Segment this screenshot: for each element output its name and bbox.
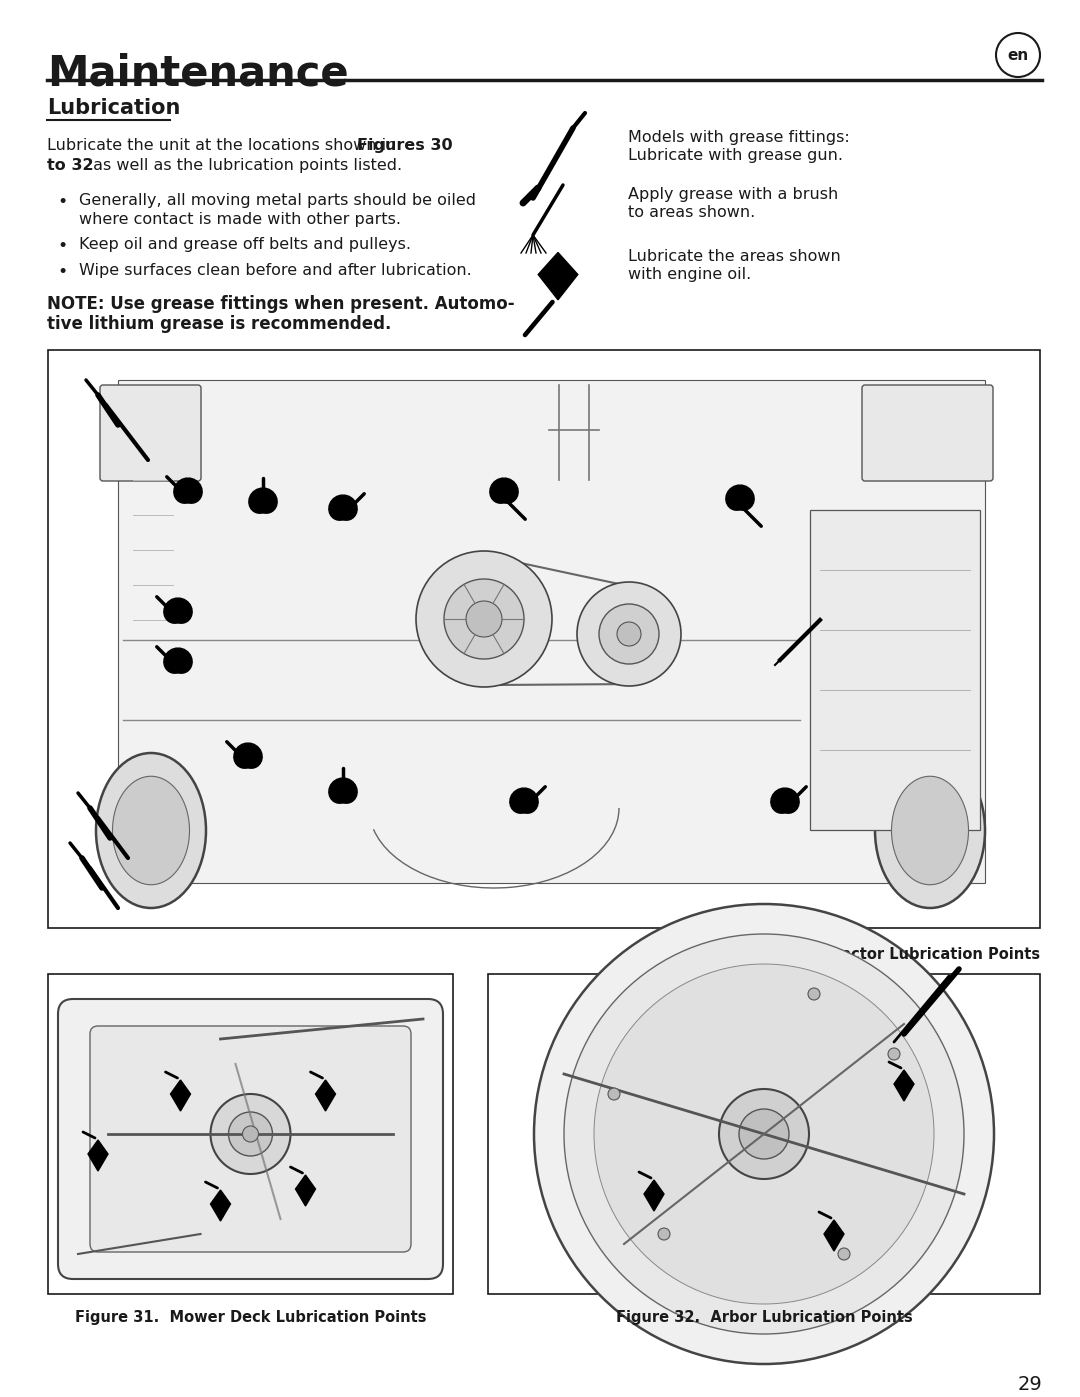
Text: to areas shown.: to areas shown. xyxy=(627,205,755,219)
Circle shape xyxy=(719,1090,809,1179)
Circle shape xyxy=(465,601,502,637)
Polygon shape xyxy=(824,1220,843,1250)
FancyBboxPatch shape xyxy=(100,386,201,481)
Text: Keep oil and grease off belts and pulleys.: Keep oil and grease off belts and pulley… xyxy=(79,237,411,251)
Text: tive lithium grease is recommended.: tive lithium grease is recommended. xyxy=(48,314,391,332)
Text: Wipe surfaces clean before and after lubrication.: Wipe surfaces clean before and after lub… xyxy=(79,263,472,278)
Ellipse shape xyxy=(875,753,985,908)
Circle shape xyxy=(594,964,934,1303)
Bar xyxy=(48,974,453,1294)
Text: Generally, all moving metal parts should be oiled: Generally, all moving metal parts should… xyxy=(79,193,476,208)
Text: where contact is made with other parts.: where contact is made with other parts. xyxy=(79,212,401,226)
Circle shape xyxy=(534,904,994,1363)
Text: Figures 30: Figures 30 xyxy=(357,138,453,154)
Circle shape xyxy=(608,1088,620,1099)
Circle shape xyxy=(739,1109,789,1160)
Circle shape xyxy=(599,604,659,664)
Bar xyxy=(118,380,985,883)
FancyBboxPatch shape xyxy=(58,999,443,1280)
Text: en: en xyxy=(1008,47,1028,63)
Text: NOTE: Use grease fittings when present. Automo-: NOTE: Use grease fittings when present. … xyxy=(48,295,515,313)
Polygon shape xyxy=(894,1070,914,1101)
Text: Figure 32.  Arbor Lubrication Points: Figure 32. Arbor Lubrication Points xyxy=(616,1310,913,1324)
Polygon shape xyxy=(510,788,538,813)
Polygon shape xyxy=(538,253,578,300)
Bar xyxy=(810,510,980,830)
Circle shape xyxy=(838,1248,850,1260)
Text: •: • xyxy=(57,263,67,281)
Text: •: • xyxy=(57,237,67,256)
Circle shape xyxy=(577,583,681,686)
Circle shape xyxy=(416,550,552,687)
Polygon shape xyxy=(296,1175,315,1206)
Circle shape xyxy=(617,622,642,645)
FancyBboxPatch shape xyxy=(90,1025,411,1252)
Circle shape xyxy=(888,1048,900,1060)
Bar xyxy=(488,974,1040,1294)
Polygon shape xyxy=(328,495,357,520)
Text: Maintenance: Maintenance xyxy=(48,52,349,94)
Text: Apply grease with a brush: Apply grease with a brush xyxy=(627,187,838,203)
Polygon shape xyxy=(644,1180,664,1211)
Text: to 32: to 32 xyxy=(48,158,94,173)
Circle shape xyxy=(211,1094,291,1173)
Polygon shape xyxy=(726,485,754,510)
Text: Lubricate the unit at the locations shown in: Lubricate the unit at the locations show… xyxy=(48,138,402,154)
Circle shape xyxy=(243,1126,258,1141)
Text: Lubrication: Lubrication xyxy=(48,98,180,117)
Text: Lubricate the areas shown: Lubricate the areas shown xyxy=(627,249,840,264)
Circle shape xyxy=(996,34,1040,77)
Text: with engine oil.: with engine oil. xyxy=(627,267,752,282)
Polygon shape xyxy=(174,478,202,503)
Circle shape xyxy=(229,1112,272,1155)
Polygon shape xyxy=(164,648,192,673)
Text: Figure 30.  Tractor Lubrication Points: Figure 30. Tractor Lubrication Points xyxy=(731,947,1040,963)
Circle shape xyxy=(564,935,964,1334)
Polygon shape xyxy=(164,598,192,623)
Polygon shape xyxy=(171,1080,190,1111)
Text: •: • xyxy=(57,193,67,211)
Circle shape xyxy=(808,988,820,1000)
Ellipse shape xyxy=(112,777,189,884)
Text: Lubricate with grease gun.: Lubricate with grease gun. xyxy=(627,148,843,163)
Bar xyxy=(48,351,1040,928)
Text: Models with grease fittings:: Models with grease fittings: xyxy=(627,130,850,145)
Text: 29: 29 xyxy=(1017,1375,1042,1394)
Polygon shape xyxy=(328,778,357,803)
Polygon shape xyxy=(87,1140,108,1171)
Ellipse shape xyxy=(891,777,969,884)
Circle shape xyxy=(658,1228,670,1241)
Ellipse shape xyxy=(96,753,206,908)
Text: as well as the lubrication points listed.: as well as the lubrication points listed… xyxy=(87,158,402,173)
Polygon shape xyxy=(315,1080,336,1111)
Polygon shape xyxy=(248,488,278,513)
Text: Figure 31.  Mower Deck Lubrication Points: Figure 31. Mower Deck Lubrication Points xyxy=(75,1310,427,1324)
Polygon shape xyxy=(771,788,799,813)
Polygon shape xyxy=(233,743,262,768)
Polygon shape xyxy=(211,1190,230,1221)
Circle shape xyxy=(444,578,524,659)
FancyBboxPatch shape xyxy=(862,386,993,481)
Polygon shape xyxy=(490,478,518,503)
